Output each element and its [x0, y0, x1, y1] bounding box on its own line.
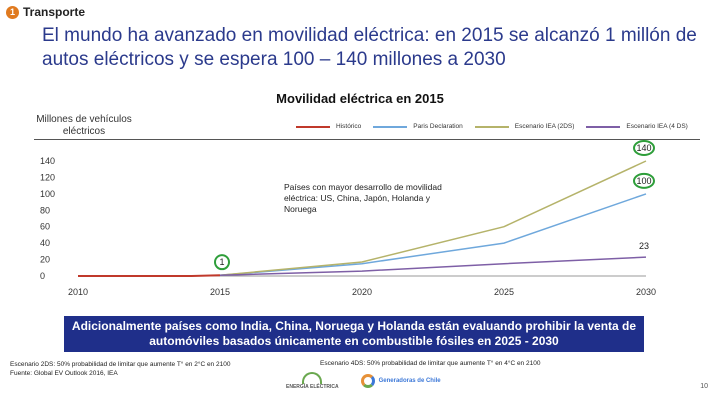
series-line-hist-rico: [78, 274, 221, 277]
legend-swatch: [373, 125, 408, 128]
series-line-escenario-iea-4-ds-: [219, 256, 647, 276]
generadoras-logo: Generadoras de Chile: [360, 374, 441, 388]
header-divider: [34, 139, 700, 140]
legend-swatch: [586, 125, 621, 128]
y-tick-label: 20: [40, 255, 50, 265]
legend-label: Escenario IEA (2DS): [514, 123, 575, 130]
footnote-source: Fuente: Global EV Outlook 2016, IEA: [10, 370, 118, 377]
section-tag: 1 Transporte: [6, 5, 85, 19]
data-label: 1: [219, 257, 224, 267]
slide-title: El mundo ha avanzado en movilidad eléctr…: [42, 25, 697, 70]
legend-swatch: [474, 125, 509, 128]
legend-label: Paris Declaration: [413, 123, 463, 130]
series-line-escenario-iea-2ds-: [219, 160, 647, 276]
circle-logo-icon: [360, 374, 375, 388]
logos: ENERGÍA ELÉCTRICA Generadoras de Chile: [286, 372, 441, 390]
x-tick-label: 2025: [494, 287, 514, 297]
legend-item: Paris Declaration: [373, 123, 463, 130]
y-tick-label: 120: [40, 172, 55, 182]
highlight-banner: Adicionalmente países como India, China,…: [64, 316, 644, 352]
x-tick-label: 2030: [636, 287, 656, 297]
y-tick-label: 140: [40, 156, 55, 166]
data-label: 100: [636, 176, 651, 186]
data-label: 23: [639, 241, 649, 251]
legend-swatch: [296, 125, 330, 128]
y-tick-label: 60: [40, 222, 50, 232]
y-tick-label: 0: [40, 271, 45, 281]
y-tick-label: 40: [40, 238, 50, 248]
inset-note: Países con mayor desarrollo de movilidad…: [284, 182, 442, 214]
legend-label: Escenario IEA (4 DS): [626, 123, 688, 130]
footnote-2ds: Escenario 2DS: 50% probabilidad de limit…: [10, 361, 231, 368]
y-axis-label: Millones de vehículos eléctricos: [36, 114, 132, 137]
section-number-badge: 1: [6, 5, 19, 19]
page-number: 10: [700, 383, 708, 390]
annotation-circle: [633, 172, 655, 189]
y-tick-label: 80: [40, 205, 50, 215]
data-label: 140: [636, 143, 651, 153]
series-line-paris-declaration: [219, 193, 647, 276]
x-tick-label: 2015: [210, 287, 230, 297]
legend-item: Escenario IEA (2DS): [474, 123, 575, 130]
x-tick-label: 2010: [68, 287, 88, 297]
x-tick-label: 2020: [352, 287, 372, 297]
legend-label: Histórico: [336, 123, 362, 130]
legend-item: Histórico: [296, 123, 361, 130]
legend-item: Escenario IEA (4 DS): [586, 123, 688, 130]
chart-legend: Histórico Paris Declaration Escenario IEA …: [296, 123, 688, 130]
energia-electrica-logo: ENERGÍA ELÉCTRICA: [286, 372, 339, 390]
annotation-circle: [214, 254, 230, 271]
footnote-4ds: Escenario 4DS: 50% probabilidad de limit…: [320, 360, 541, 367]
section-label: Transporte: [23, 5, 86, 19]
arc-logo-icon: [302, 372, 323, 384]
annotation-circle: [633, 140, 655, 156]
y-tick-label: 100: [40, 189, 55, 199]
chart-title: Movilidad eléctrica en 2015: [276, 91, 444, 106]
footnote-left: Escenario 2DS: 50% probabilidad de limit…: [10, 360, 230, 378]
